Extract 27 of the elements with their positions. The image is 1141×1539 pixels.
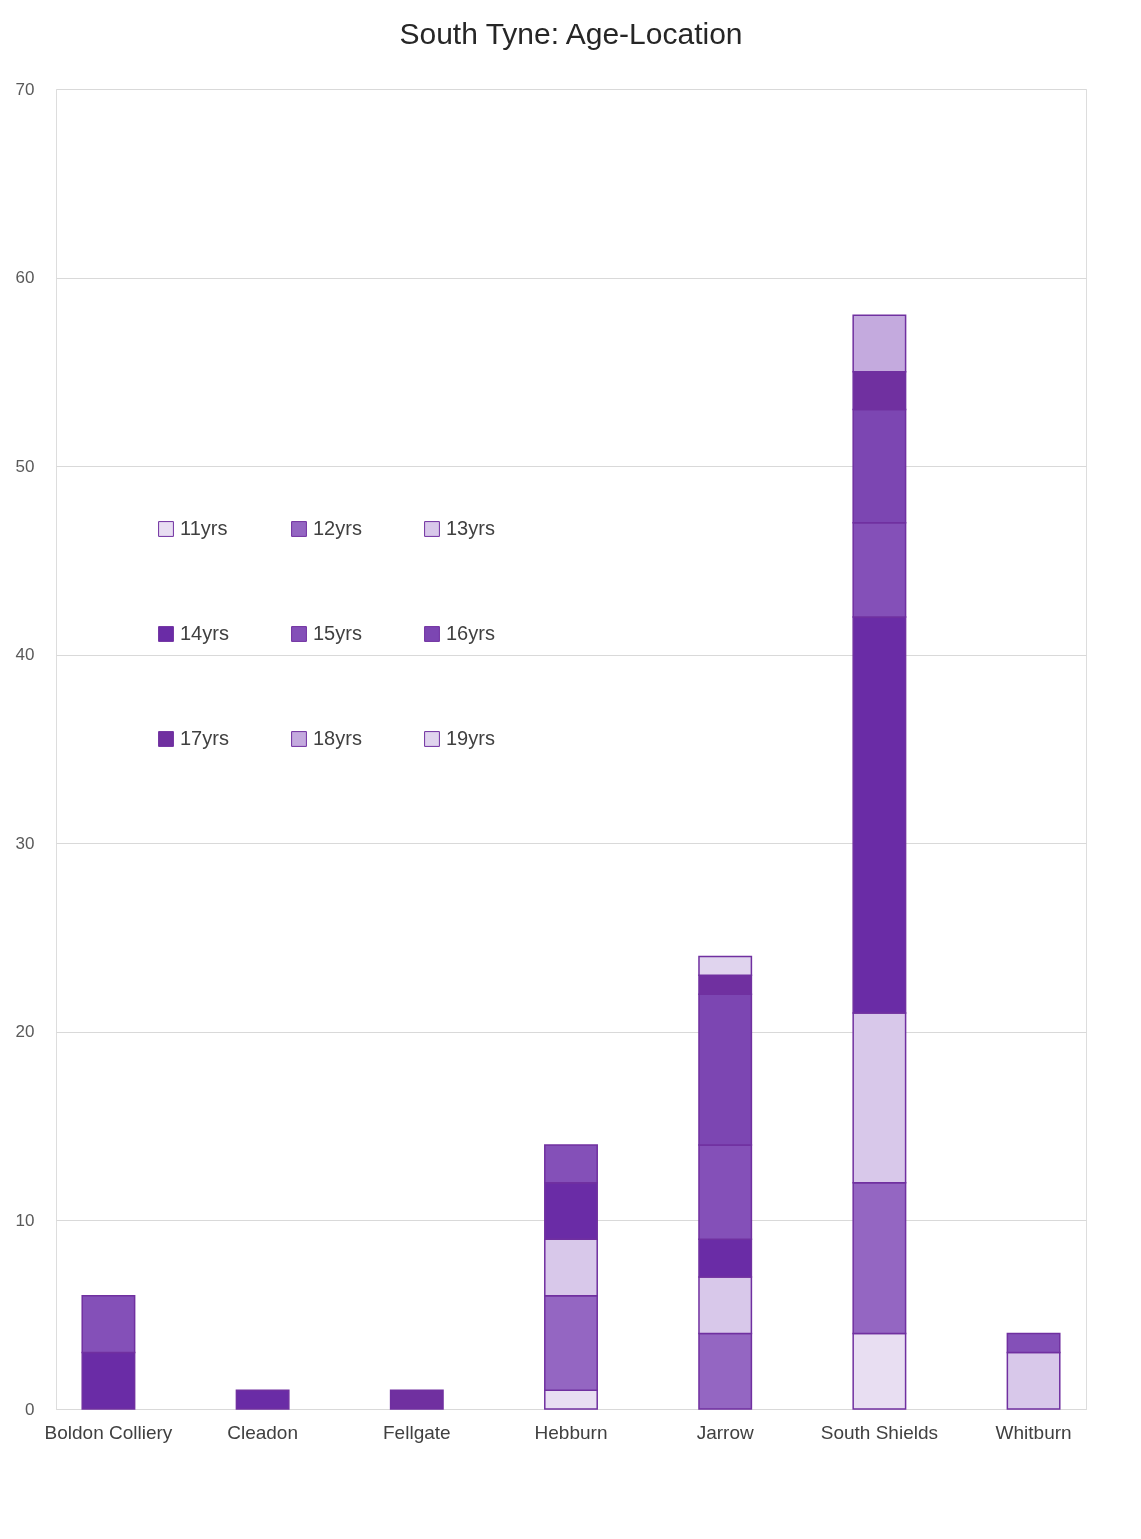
legend-label: 18yrs bbox=[313, 727, 362, 749]
y-tick-label: 30 bbox=[15, 833, 35, 853]
y-tick-label: 60 bbox=[15, 268, 35, 288]
legend-label: 17yrs bbox=[180, 727, 229, 749]
legend-label: 19yrs bbox=[446, 727, 495, 749]
legend-label: 13yrs bbox=[446, 517, 495, 539]
y-tick-label: 10 bbox=[15, 1210, 35, 1230]
x-tick-label: Boldon Colliery bbox=[44, 1421, 173, 1443]
y-tick-label: 70 bbox=[15, 79, 35, 99]
x-tick-label: South Shields bbox=[820, 1421, 939, 1443]
y-tick-label: 40 bbox=[15, 645, 35, 665]
bar bbox=[235, 1389, 290, 1410]
legend-label: 16yrs bbox=[446, 622, 495, 644]
y-tick-label: 20 bbox=[15, 1022, 35, 1042]
chart-title: South Tyne: Age-Location bbox=[399, 17, 743, 50]
y-tick-label: 0 bbox=[25, 1399, 35, 1419]
legend-label: 11yrs bbox=[180, 517, 228, 539]
y-tick-label: 50 bbox=[15, 456, 35, 476]
legend-label: 15yrs bbox=[313, 622, 362, 644]
x-tick-label: Fellgate bbox=[383, 1421, 451, 1443]
x-tick-label: Jarrow bbox=[696, 1421, 754, 1443]
x-tick-label: Whitburn bbox=[995, 1421, 1072, 1443]
legend-label: 14yrs bbox=[180, 622, 229, 644]
x-tick-label: Cleadon bbox=[227, 1421, 299, 1443]
x-tick-label: Hebburn bbox=[534, 1421, 608, 1443]
bar bbox=[389, 1389, 444, 1410]
legend-label: 12yrs bbox=[313, 517, 362, 539]
